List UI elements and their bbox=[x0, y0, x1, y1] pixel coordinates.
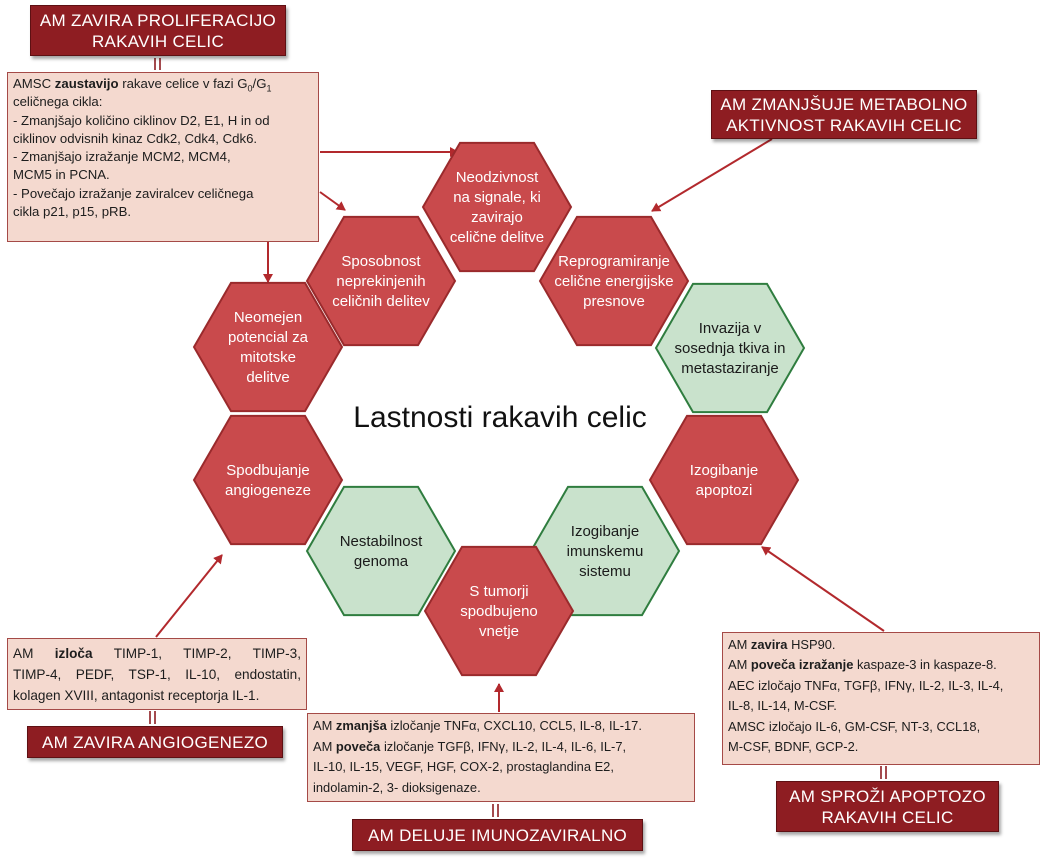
text-line: ciklinov odvisnih kinaz Cdk2, Cdk4, Cdk6… bbox=[13, 130, 258, 146]
title-line: AM SPROŽI APOPTOZO bbox=[789, 786, 986, 806]
text-line: AM zavira HSP90. bbox=[728, 637, 836, 652]
hexagon-shape bbox=[538, 215, 690, 347]
hexagon-label-line: presnove bbox=[583, 293, 645, 310]
text-line: AM poveča izražanje kaspaze-3 in kaspaze… bbox=[728, 657, 997, 673]
hexagon-label-line: genoma bbox=[354, 553, 409, 570]
apoptosis-description: AM zavira HSP90. AM poveča izražanje kas… bbox=[722, 632, 1040, 765]
title-inhibits-angiogenesis: AM ZAVIRA ANGIOGENEZO bbox=[27, 726, 283, 758]
title-line: AM DELUJE IMUNOZAVIRALNO bbox=[367, 825, 628, 845]
center-title: Lastnosti rakavih celic bbox=[353, 401, 646, 434]
hexagon-label-line: Spodbujanje bbox=[226, 462, 309, 479]
hexagon-shape bbox=[648, 414, 800, 546]
arrow-to-apoptosis-hex bbox=[761, 546, 885, 632]
text-line: - Zmanjšajo izražanje MCM2, MCM4, bbox=[13, 149, 231, 165]
hexagon-shape bbox=[305, 485, 457, 617]
title-immunosuppressive: AM DELUJE IMUNOZAVIRALNO bbox=[352, 819, 643, 851]
hexagon-inflammation: S tumorji spodbujeno vnetje bbox=[423, 545, 575, 677]
hexagon-shape bbox=[421, 141, 573, 273]
title-line: RAKAVIH CELIC bbox=[91, 31, 225, 51]
text-line: IL-10, IL-15, VEGF, HGF, COX-2, prostagl… bbox=[313, 759, 614, 774]
text-line: AMSC izločajo IL-6, GM-CSF, NT-3, CCL18, bbox=[728, 718, 981, 734]
hexagon-proliferation: Sposobnost neprekinjenih celičnih delitev bbox=[305, 215, 457, 347]
text-line: kolagen XVIII, antagonist receptorja IL-… bbox=[13, 688, 260, 703]
hexagon-energy: Reprogramiranje celične energijske presnov… bbox=[538, 215, 690, 347]
arrow-to-proliferation-hex bbox=[319, 191, 346, 211]
hexagon-label-line: metastaziranje bbox=[681, 360, 779, 377]
hexagon-mitotic: Neomejen potencial za mitotske delitve bbox=[192, 281, 344, 413]
hexagon-apoptosis: Izogibanje apoptozi bbox=[648, 414, 800, 546]
hexagon-label-line: delitve bbox=[246, 369, 289, 386]
hexagon-label-line: spodbujeno bbox=[460, 603, 538, 620]
text-line: M-CSF, BDNF, GCP-2. bbox=[728, 739, 859, 755]
hexagon-label-line: Invazija v bbox=[699, 320, 762, 337]
hexagon-label-line: Nestabilnost bbox=[340, 533, 423, 550]
hexagon-label-line: mitotske bbox=[240, 349, 296, 366]
hexagon-label-line: apoptozi bbox=[696, 482, 753, 499]
hexagon-label-line: Neodzivnost bbox=[456, 169, 539, 186]
hexagon-angiogenesis: Spodbujanje angiogeneze bbox=[192, 414, 344, 546]
hexagon-label-line: potencial za bbox=[228, 329, 309, 346]
hexagon-shape bbox=[305, 215, 457, 347]
hexagon-label-line: Sposobnost bbox=[341, 253, 421, 270]
text-line: TIMP-4, PEDF, TSP-1, IL-10, endostatin, bbox=[13, 667, 301, 682]
hexagon-label-line: celične energijske bbox=[554, 273, 673, 290]
hexagon-label-line: zavirajo bbox=[471, 209, 523, 226]
proliferation-description: AMSC zaustavijo rakave celice v fazi G0/… bbox=[7, 72, 319, 242]
text-line: AMSC zaustavijo rakave celice v fazi G0/… bbox=[13, 76, 272, 94]
arrow-to-energy bbox=[651, 138, 773, 212]
hexagon-label-line: celične delitve bbox=[450, 229, 544, 246]
title-reduces-metabolism: AM ZMANJŠUJE METABOLNO AKTIVNOST RAKAVIH… bbox=[711, 90, 977, 139]
hexagon-shape bbox=[192, 414, 344, 546]
hexagon-label-line: Neomejen bbox=[234, 309, 302, 326]
hexagon-label-line: Reprogramiranje bbox=[558, 253, 670, 270]
title-line: AM ZAVIRA PROLIFERACIJO bbox=[39, 10, 277, 30]
text-line: MCM5 in PCNA. bbox=[13, 167, 110, 183]
hexagon-shape bbox=[192, 281, 344, 413]
hexagon-label-line: sistemu bbox=[579, 563, 631, 580]
title-line: AM ZAVIRA ANGIOGENEZO bbox=[41, 732, 269, 752]
arrow-to-angiogenesis-hex bbox=[155, 554, 223, 638]
hexagon-label-line: S tumorji bbox=[469, 583, 528, 600]
hexagon-label-line: Izogibanje bbox=[571, 523, 639, 540]
title-line: AM ZMANJŠUJE METABOLNO bbox=[720, 94, 968, 114]
hexagon-immune: Izogibanje imunskemu sistemu bbox=[529, 485, 681, 617]
text-line: - Povečajo izražanje zaviralcev celičneg… bbox=[13, 185, 254, 201]
arrows bbox=[155, 138, 885, 712]
hexagon-label-line: neprekinjenih bbox=[336, 273, 425, 290]
text-line: cikla p21, p15, pRB. bbox=[13, 204, 132, 220]
hexagon-invasion: Invazija v sosednja tkiva in metastaziranj… bbox=[654, 282, 806, 414]
hexagon-label-line: Izogibanje bbox=[690, 462, 758, 479]
text-line: AM poveča izločanje TGFβ, IFNγ, IL-2, IL… bbox=[313, 738, 627, 754]
text-line: celičnega cikla: bbox=[13, 94, 103, 110]
hexagon-label-line: imunskemu bbox=[567, 543, 644, 560]
title-line: AKTIVNOST RAKAVIH CELIC bbox=[726, 115, 962, 135]
text-line: AM zmanjša izločanje TNFα, CXCL10, CCL5,… bbox=[313, 718, 642, 733]
text-line: AEC izločajo TNFα, TGFβ, IFNγ, IL-2, IL-… bbox=[728, 677, 1004, 693]
hexagon-label-line: vnetje bbox=[479, 623, 519, 640]
hexagon-label-line: na signale, ki bbox=[453, 189, 541, 206]
text-line: indolamin-2, 3- dioksigenaze. bbox=[313, 779, 481, 795]
hexagon-label-line: celičnih delitev bbox=[332, 293, 430, 310]
hexagon-label-line: sosednja tkiva in bbox=[675, 340, 786, 357]
hexagon-shape bbox=[654, 282, 806, 414]
title-inhibits-proliferation: AM ZAVIRA PROLIFERACIJO RAKAVIH CELIC bbox=[30, 5, 286, 56]
hexagon-label-line: angiogeneze bbox=[225, 482, 311, 499]
text-line: AM izloča TIMP-1, TIMP-2, TIMP-3, bbox=[13, 646, 301, 661]
text-line: - Zmanjšajo količino ciklinov D2, E1, H … bbox=[13, 112, 270, 128]
title-triggers-apoptosis: AM SPROŽI APOPTOZO RAKAVIH CELIC bbox=[776, 781, 999, 832]
text-line: IL-8, IL-14, M-CSF. bbox=[728, 698, 837, 714]
hexagon-ring: Neodzivnost na signale, ki zavirajo celične… bbox=[192, 141, 806, 677]
connector-marks bbox=[149, 58, 887, 817]
angiogenesis-description: AM izloča TIMP-1, TIMP-2, TIMP-3, TIMP-4… bbox=[7, 638, 307, 710]
hexagon-signals: Neodzivnost na signale, ki zavirajo celične… bbox=[421, 141, 573, 273]
hexagon-shape bbox=[423, 545, 575, 677]
title-line: RAKAVIH CELIC bbox=[821, 807, 954, 827]
hexagon-genome: Nestabilnost genoma bbox=[305, 485, 457, 617]
immunosuppression-description: AM zmanjša izločanje TNFα, CXCL10, CCL5,… bbox=[307, 713, 695, 802]
